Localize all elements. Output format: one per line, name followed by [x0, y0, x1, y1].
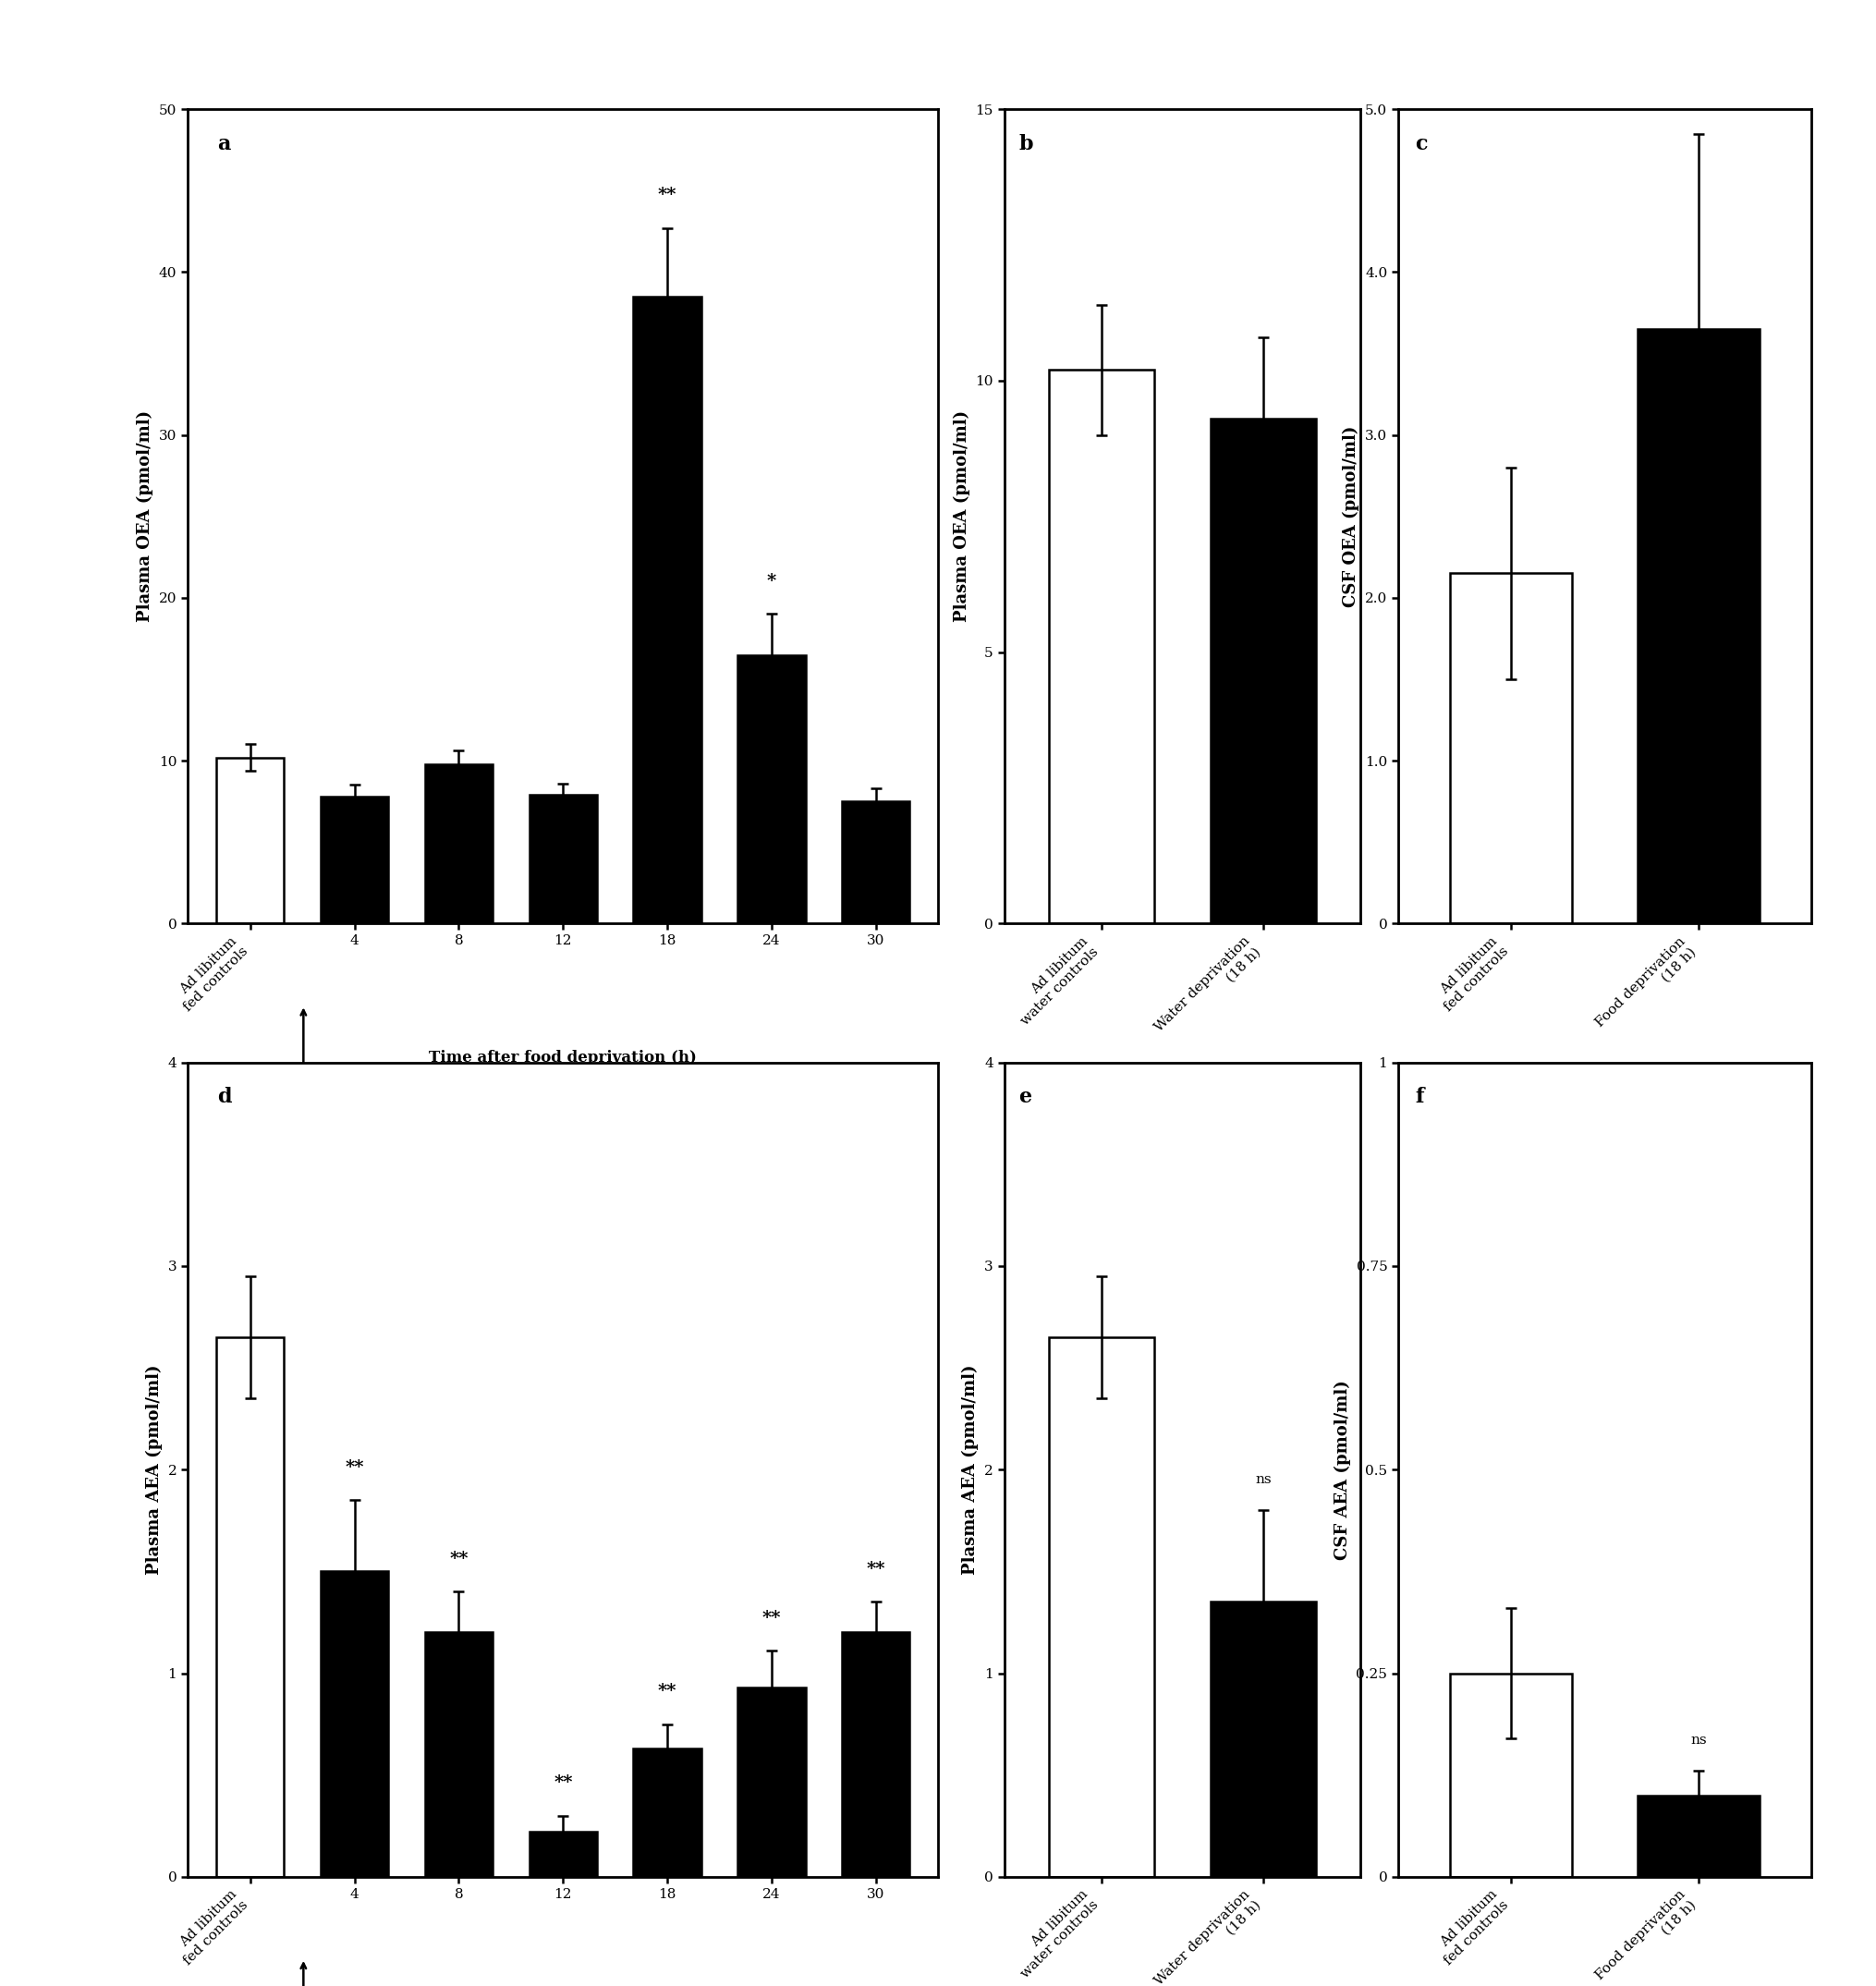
- Text: *: *: [767, 574, 777, 590]
- Bar: [529, 1831, 597, 1877]
- Bar: [1636, 330, 1758, 923]
- Bar: [632, 1748, 702, 1877]
- Text: e: e: [1019, 1086, 1032, 1108]
- Text: **: **: [658, 1682, 677, 1700]
- Text: a: a: [218, 133, 231, 155]
- Bar: [1049, 369, 1154, 923]
- Bar: [1049, 1337, 1154, 1877]
- Y-axis label: Plasma AEA (pmol/ml): Plasma AEA (pmol/ml): [962, 1364, 979, 1575]
- Text: **: **: [448, 1551, 467, 1567]
- Y-axis label: Plasma OEA (pmol/ml): Plasma OEA (pmol/ml): [953, 411, 970, 622]
- Text: **: **: [762, 1611, 780, 1627]
- Bar: [321, 796, 388, 923]
- Y-axis label: Plasma OEA (pmol/ml): Plasma OEA (pmol/ml): [137, 411, 154, 622]
- Text: b: b: [1019, 133, 1032, 155]
- Bar: [1210, 419, 1315, 923]
- Bar: [529, 794, 597, 923]
- Bar: [216, 757, 283, 923]
- Text: **: **: [553, 1775, 572, 1791]
- Text: c: c: [1415, 133, 1426, 155]
- Y-axis label: Plasma AEA (pmol/ml): Plasma AEA (pmol/ml): [146, 1364, 163, 1575]
- Bar: [1448, 1672, 1570, 1877]
- Text: ns: ns: [1255, 1474, 1272, 1486]
- Text: d: d: [218, 1086, 233, 1108]
- Bar: [424, 1632, 492, 1877]
- X-axis label: Time after food deprivation (h): Time after food deprivation (h): [430, 1051, 696, 1066]
- Text: **: **: [867, 1561, 885, 1577]
- Bar: [842, 1632, 910, 1877]
- Bar: [216, 1337, 283, 1877]
- Bar: [737, 1688, 805, 1877]
- Bar: [321, 1571, 388, 1877]
- Bar: [1636, 1795, 1758, 1877]
- Text: f: f: [1415, 1086, 1422, 1108]
- Y-axis label: CSF OEA (pmol/ml): CSF OEA (pmol/ml): [1343, 425, 1360, 608]
- Bar: [424, 765, 492, 923]
- Bar: [737, 655, 805, 923]
- Bar: [632, 296, 702, 923]
- Bar: [842, 800, 910, 923]
- Text: **: **: [658, 187, 677, 205]
- Text: ns: ns: [1690, 1734, 1705, 1746]
- Bar: [1210, 1603, 1315, 1877]
- Y-axis label: CSF AEA (pmol/ml): CSF AEA (pmol/ml): [1334, 1380, 1351, 1559]
- Text: **: **: [345, 1460, 364, 1476]
- Bar: [1448, 574, 1570, 923]
